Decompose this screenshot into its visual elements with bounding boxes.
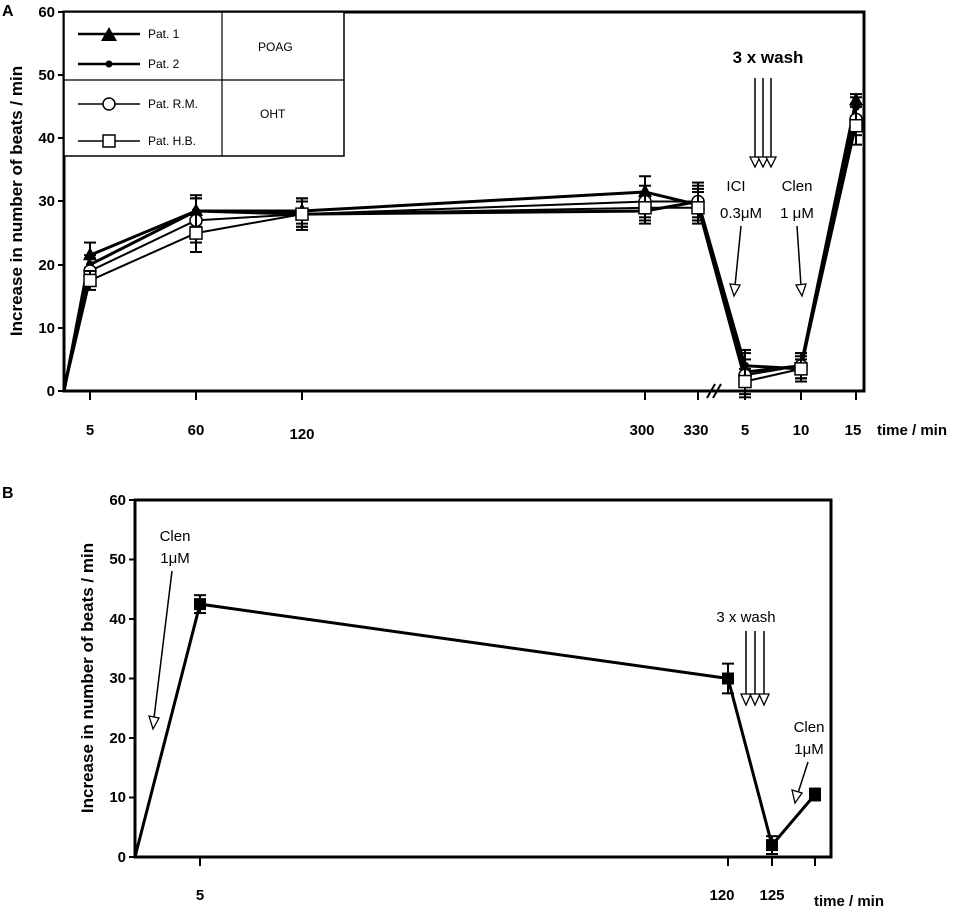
data-point-mean	[194, 598, 206, 611]
panel-b-annotations: Clen 1μM 3 x wash Clen 1μM	[148, 528, 825, 805]
panel-b-y-ticks: 0 10 20 30 40 50 60	[109, 492, 135, 866]
panel-a-label: A	[2, 3, 14, 20]
panel-a-x-tick-15: 15	[845, 422, 862, 439]
data-point-mean	[766, 839, 778, 852]
panel-b-y-tick-60: 60	[109, 492, 126, 509]
panel-a-y-axis-label: Increase in number of beats / min	[7, 66, 26, 336]
arrow-down-icon	[756, 156, 770, 169]
arrow-down-icon	[748, 156, 762, 169]
triangle-marker-icon	[101, 27, 117, 41]
panel-a-y-tick-20: 20	[38, 257, 55, 274]
panel-b-x-tick-marks	[199, 857, 816, 866]
open-circle-marker-icon	[102, 97, 116, 111]
data-point-pat-h-b	[794, 362, 808, 376]
panel-a-ici-label: ICI	[726, 178, 745, 195]
arrow-down-icon	[794, 283, 807, 298]
data-point-pat-h-b	[638, 201, 652, 215]
panel-a-clen-label: Clen	[782, 178, 813, 195]
panel-a-x-tick-60: 60	[188, 422, 205, 439]
open-square-marker-icon	[102, 134, 116, 148]
arrow-down-icon	[739, 693, 753, 707]
panel-a-chart: Increase in number of beats / min 0 10 2…	[7, 4, 947, 443]
data-point-pat-h-b	[738, 374, 752, 389]
panel-a-y-tick-0: 0	[47, 383, 55, 400]
panel-a-axis-break	[706, 383, 722, 399]
arrow-down-icon	[757, 693, 771, 707]
legend-pat-hb: Pat. H.B.	[78, 134, 196, 148]
series-line-mean	[133, 602, 817, 858]
panel-a-y-tick-60: 60	[38, 4, 55, 21]
panel-b-y-axis-label: Increase in number of beats / min	[78, 543, 97, 813]
arrow-down-icon	[764, 156, 778, 169]
panel-b-y-tick-40: 40	[109, 611, 126, 628]
panel-a-y-tick-50: 50	[38, 67, 55, 84]
panel-a-x-tick-330: 330	[683, 422, 708, 439]
panel-a-wash-label: 3 x wash	[733, 48, 804, 67]
arrow-down-icon	[148, 715, 160, 731]
data-point-mean	[809, 788, 821, 801]
panel-b-y-tick-20: 20	[109, 730, 126, 747]
panel-a-y-tick-10: 10	[38, 320, 55, 337]
panel-b-y-tick-30: 30	[109, 670, 126, 687]
panel-a-legend: Pat. 1 Pat. 2 Pat. R.M. Pat. H.B. POAG O…	[63, 11, 345, 157]
panel-b-y-tick-50: 50	[109, 551, 126, 568]
panel-b-clen2-conc: 1μM	[794, 741, 823, 758]
arrow-down-icon	[748, 693, 762, 707]
data-point-pat-h-b	[691, 201, 705, 215]
panel-b-y-tick-10: 10	[109, 789, 126, 806]
arrow-down-icon	[729, 283, 742, 298]
data-point-pat-h-b	[849, 118, 863, 133]
panel-a-x-tick-300: 300	[629, 422, 654, 439]
legend-pat-rm: Pat. R.M.	[78, 97, 198, 111]
data-point-pat-1	[83, 247, 97, 261]
panel-b-x-tick-125: 125	[759, 887, 784, 904]
panel-a-wash-arrows	[748, 78, 778, 169]
dot-marker-icon	[105, 60, 113, 68]
panel-a-x-tick-5b: 5	[741, 422, 749, 439]
panel-a-x-axis-label: time / min	[877, 422, 947, 439]
panel-b-series	[133, 594, 821, 858]
panel-b-clen2-label: Clen	[794, 719, 825, 736]
panel-b-x-axis-label: time / min	[814, 893, 884, 910]
panel-b-wash-label: 3 x wash	[716, 609, 775, 626]
panel-b-wash-arrows	[739, 631, 771, 707]
panel-a-annotations: 3 x wash ICI 0.3μM Clen 1 μM	[720, 48, 814, 298]
data-point-pat-h-b	[189, 226, 203, 240]
panel-a-series	[62, 92, 863, 399]
panel-a-y-ticks: 0 10 20 30 40 50 60	[38, 4, 64, 400]
legend-pat-hb-label: Pat. H.B.	[148, 134, 196, 148]
panel-a-y-tick-40: 40	[38, 130, 55, 147]
panel-b-x-tick-120: 120	[709, 887, 734, 904]
panel-b-chart: Increase in number of beats / min 0 10 2…	[78, 492, 884, 910]
arrow-down-icon	[791, 789, 804, 805]
legend-pat1-label: Pat. 1	[148, 27, 180, 41]
panel-a-x-tick-5: 5	[86, 422, 94, 439]
panel-a-y-tick-30: 30	[38, 193, 55, 210]
panel-a-clen-conc: 1 μM	[780, 205, 814, 222]
data-point-pat-h-b	[295, 207, 309, 221]
panel-a-ici-conc: 0.3μM	[720, 205, 762, 222]
panel-b-y-tick-0: 0	[118, 849, 126, 866]
legend-group-poag: POAG	[258, 40, 293, 54]
legend-pat-rm-label: Pat. R.M.	[148, 97, 198, 111]
data-point-mean	[722, 672, 734, 685]
panel-b-clen1-conc: 1μM	[160, 550, 189, 567]
panel-a-x-tick-10: 10	[793, 422, 810, 439]
panel-b-clen1-label: Clen	[160, 528, 191, 545]
legend-group-oht: OHT	[260, 107, 286, 121]
legend-pat2-label: Pat. 2	[148, 57, 180, 71]
data-point-pat-h-b	[83, 273, 97, 288]
panel-b-label: B	[2, 485, 14, 502]
panel-b-x-tick-5: 5	[196, 887, 204, 904]
legend-pat1: Pat. 1	[78, 27, 180, 41]
legend-pat2: Pat. 2	[78, 57, 180, 71]
panel-a-x-tick-120: 120	[289, 426, 314, 443]
